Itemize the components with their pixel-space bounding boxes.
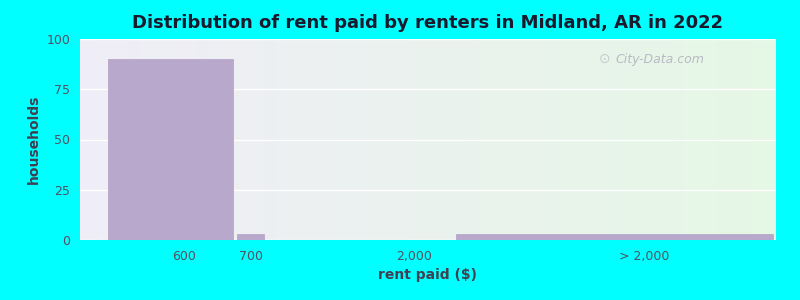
Text: City-Data.com: City-Data.com [616, 53, 705, 66]
Bar [237, 234, 265, 240]
Bar [456, 234, 773, 240]
Text: ⊙: ⊙ [598, 52, 610, 66]
Title: Distribution of rent paid by renters in Midland, AR in 2022: Distribution of rent paid by renters in … [133, 14, 723, 32]
X-axis label: rent paid ($): rent paid ($) [378, 268, 478, 282]
Bar [108, 59, 233, 240]
Y-axis label: households: households [27, 95, 41, 184]
